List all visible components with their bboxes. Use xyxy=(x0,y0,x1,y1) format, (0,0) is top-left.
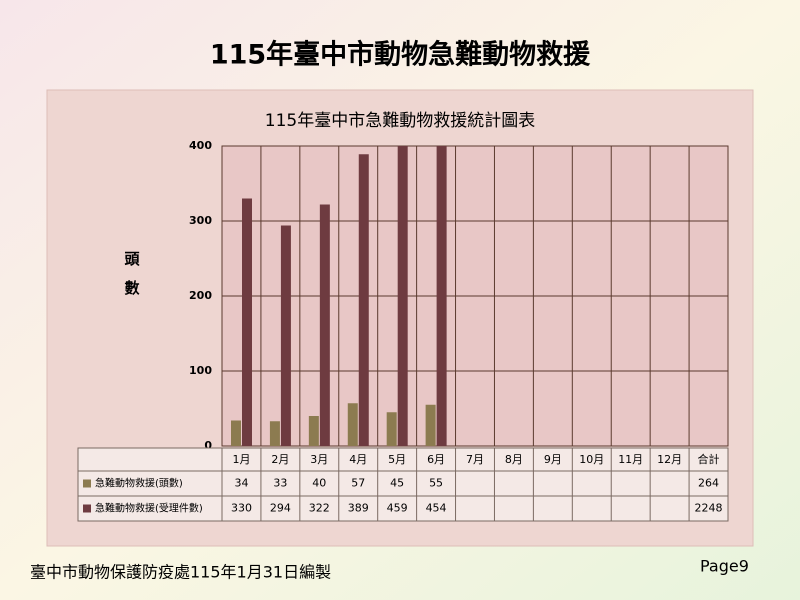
x-tick-label: 7月 xyxy=(466,453,484,466)
table-cell: 459 xyxy=(387,502,408,515)
legend-label: 急難動物救援(頭數) xyxy=(95,477,183,490)
page-number: Page9 xyxy=(700,557,749,576)
table-cell: 55 xyxy=(429,477,443,490)
bar xyxy=(425,404,436,446)
y-axis-label: 頭數 xyxy=(123,251,141,309)
bar xyxy=(347,403,358,446)
legend-label: 急難動物救援(受理件數) xyxy=(95,502,203,515)
x-tick-label: 1月 xyxy=(232,453,250,466)
footer: 臺中市動物保護防疫處115年1月31日編製 xyxy=(30,563,331,582)
table-cell: 45 xyxy=(390,477,404,490)
y-tick-label: 400 xyxy=(189,139,212,152)
slide-title: 115年臺中市動物急難動物救援 xyxy=(210,39,591,71)
bar xyxy=(386,412,397,446)
table-cell: 33 xyxy=(273,477,287,490)
table-cell: 389 xyxy=(348,502,369,515)
table-cell: 330 xyxy=(231,502,252,515)
y-tick-label: 100 xyxy=(189,364,212,377)
bar xyxy=(269,421,280,446)
bar xyxy=(436,146,447,446)
table xyxy=(77,447,729,522)
table-total: 264 xyxy=(698,477,719,490)
y-tick-label: 0 xyxy=(204,439,212,452)
x-tick-label: 6月 xyxy=(427,453,445,466)
table-cell: 322 xyxy=(309,502,330,515)
table-total: 2248 xyxy=(695,502,723,515)
x-tick-label: 4月 xyxy=(349,453,367,466)
bars xyxy=(231,146,447,446)
x-tick-label: 9月 xyxy=(544,453,562,466)
table-cell: 34 xyxy=(234,477,248,490)
x-tick-label: 2月 xyxy=(271,453,289,466)
total-header: 合計 xyxy=(698,452,720,466)
x-tick-label: 12月 xyxy=(657,453,682,466)
table-cell: 40 xyxy=(312,477,326,490)
legend-swatch xyxy=(83,479,91,488)
bar xyxy=(242,198,252,446)
chart-title: 115年臺中市急難動物救援統計圖表 xyxy=(265,111,535,131)
bar xyxy=(319,204,330,446)
table-cell: 294 xyxy=(270,502,291,515)
bar xyxy=(231,420,241,446)
x-tick-label: 10月 xyxy=(579,453,604,466)
x-tick-label: 5月 xyxy=(388,453,406,466)
x-tick-label: 8月 xyxy=(505,453,523,466)
legend-swatch xyxy=(83,504,91,513)
table-cell: 454 xyxy=(426,502,447,515)
table-cell: 57 xyxy=(351,477,365,490)
x-tick-label: 3月 xyxy=(310,453,328,466)
bar xyxy=(280,225,291,446)
x-tick-label: 11月 xyxy=(618,453,643,466)
y-tick-label: 300 xyxy=(189,214,212,227)
bar xyxy=(308,416,319,446)
y-tick-label: 200 xyxy=(189,289,212,302)
bar xyxy=(358,154,369,446)
bar xyxy=(397,146,408,446)
